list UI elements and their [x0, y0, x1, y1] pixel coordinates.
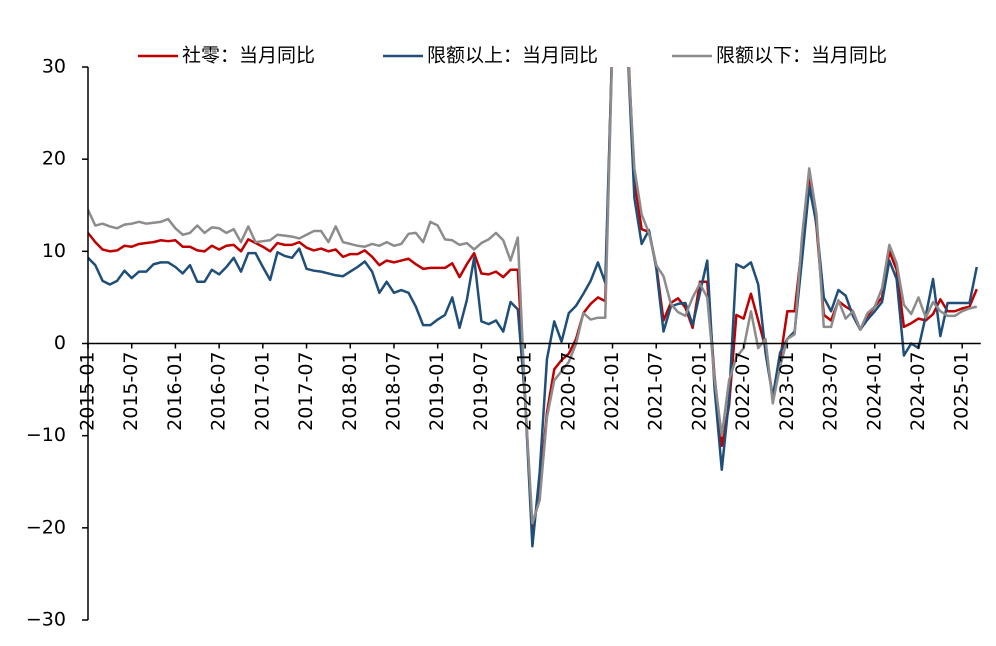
x-tick-label: 2015-01 [77, 352, 99, 431]
y-tick-label: −20 [26, 516, 66, 538]
x-tick-label: 2020-07 [557, 352, 579, 431]
legend-label: 限额以上：当月同比 [427, 45, 598, 67]
x-tick-label: 2025-01 [951, 351, 973, 430]
x-tick-label: 2015-07 [120, 352, 142, 431]
x-tick-label: 2019-07 [470, 352, 492, 431]
x-tick-label: 2022-01 [688, 352, 710, 431]
x-tick-label: 2018-01 [339, 352, 361, 431]
y-tick-label: 30 [42, 56, 66, 78]
x-tick-label: 2024-01 [863, 352, 885, 431]
x-tick-label: 2023-07 [820, 352, 842, 431]
x-tick-label: 2019-01 [426, 352, 448, 431]
x-tick-label: 2020-01 [514, 352, 536, 431]
series-line [88, 67, 978, 534]
x-tick-label: 2017-01 [251, 352, 273, 431]
legend-label: 社零：当月同比 [182, 45, 315, 67]
y-tick-label: −30 [26, 609, 66, 631]
x-tick-label: 2022-07 [732, 352, 754, 431]
x-tick-label: 2021-01 [601, 352, 623, 431]
y-tick-label: −10 [26, 424, 66, 446]
x-tick-label: 2017-07 [295, 352, 317, 431]
x-tick-label: 2021-07 [645, 352, 667, 431]
series-line [88, 67, 978, 548]
y-tick-label: 0 [54, 332, 66, 354]
x-tick-label: 2023-01 [776, 352, 798, 431]
x-tick-label: 2016-07 [208, 352, 230, 431]
x-tick-label: 2024-07 [907, 352, 929, 431]
series-line [88, 67, 978, 525]
plot-area [88, 67, 978, 548]
x-tick-label: 2018-07 [382, 352, 404, 431]
y-tick-label: 20 [42, 148, 66, 170]
x-tick-label: 2016-01 [164, 352, 186, 431]
y-tick-label: 10 [42, 240, 66, 262]
legend-label: 限额以下：当月同比 [716, 45, 887, 67]
